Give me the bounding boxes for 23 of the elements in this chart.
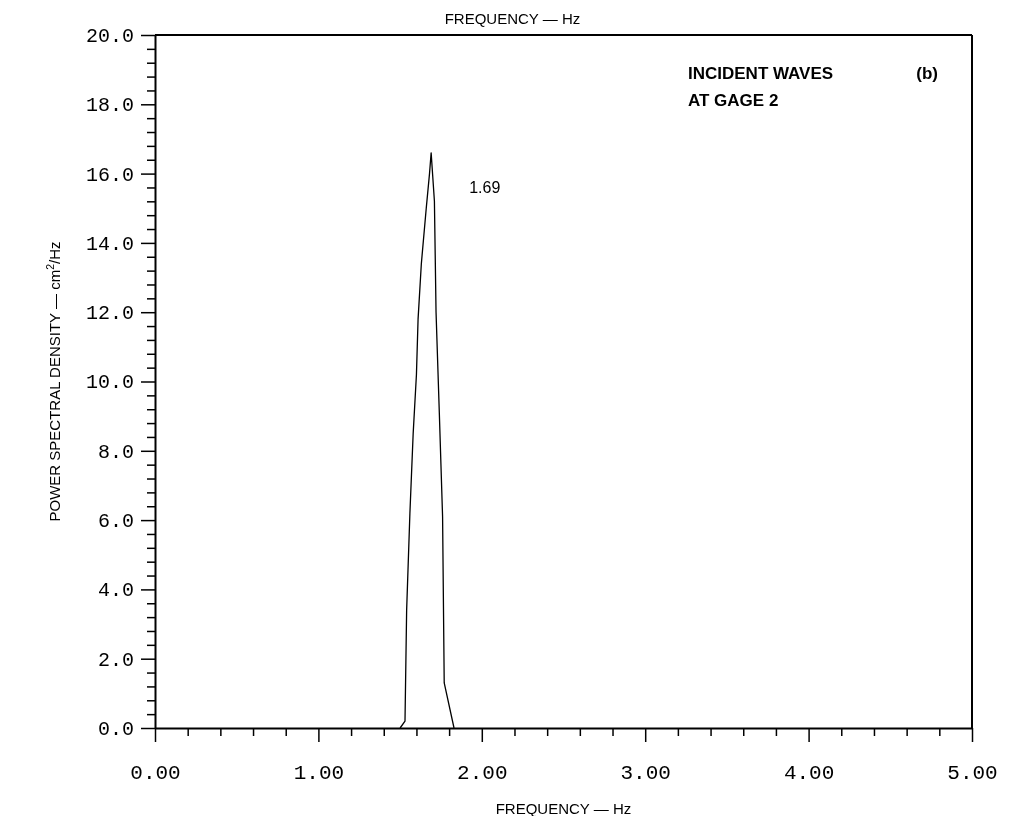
x-axis-title: FREQUENCY — Hz [495, 800, 632, 816]
annotation: 1.69 [469, 178, 501, 196]
y-tick-label: 20.0 [85, 24, 134, 48]
x-tick-label: 1.00 [293, 761, 345, 785]
y-tick-label: 16.0 [85, 163, 134, 187]
y-tick-label: 0.0 [97, 717, 134, 741]
x-tick-label: 3.00 [620, 761, 671, 785]
text: FREQUENCY — Hz [444, 10, 581, 27]
y-tick-label: 8.0 [97, 440, 134, 464]
y-tick-label: 4.0 [97, 579, 134, 603]
x-tick-label: 5.00 [947, 761, 998, 785]
y-tick-label: 14.0 [85, 232, 134, 256]
y-tick-label: 18.0 [85, 94, 134, 118]
y-tick-label: 10.0 [85, 371, 134, 395]
y-tick-label: 2.0 [97, 648, 134, 672]
x-tick-label: 0.00 [130, 761, 181, 785]
x-tick-label: 2.00 [457, 761, 508, 785]
annotation: (b) [916, 64, 938, 83]
y-tick-label: 12.0 [85, 302, 134, 326]
x-tick-label: 4.00 [783, 761, 835, 785]
annotation: INCIDENT WAVES [688, 64, 834, 83]
annotation: AT GAGE 2 [688, 91, 779, 110]
y-tick-label: 6.0 [97, 510, 134, 533]
